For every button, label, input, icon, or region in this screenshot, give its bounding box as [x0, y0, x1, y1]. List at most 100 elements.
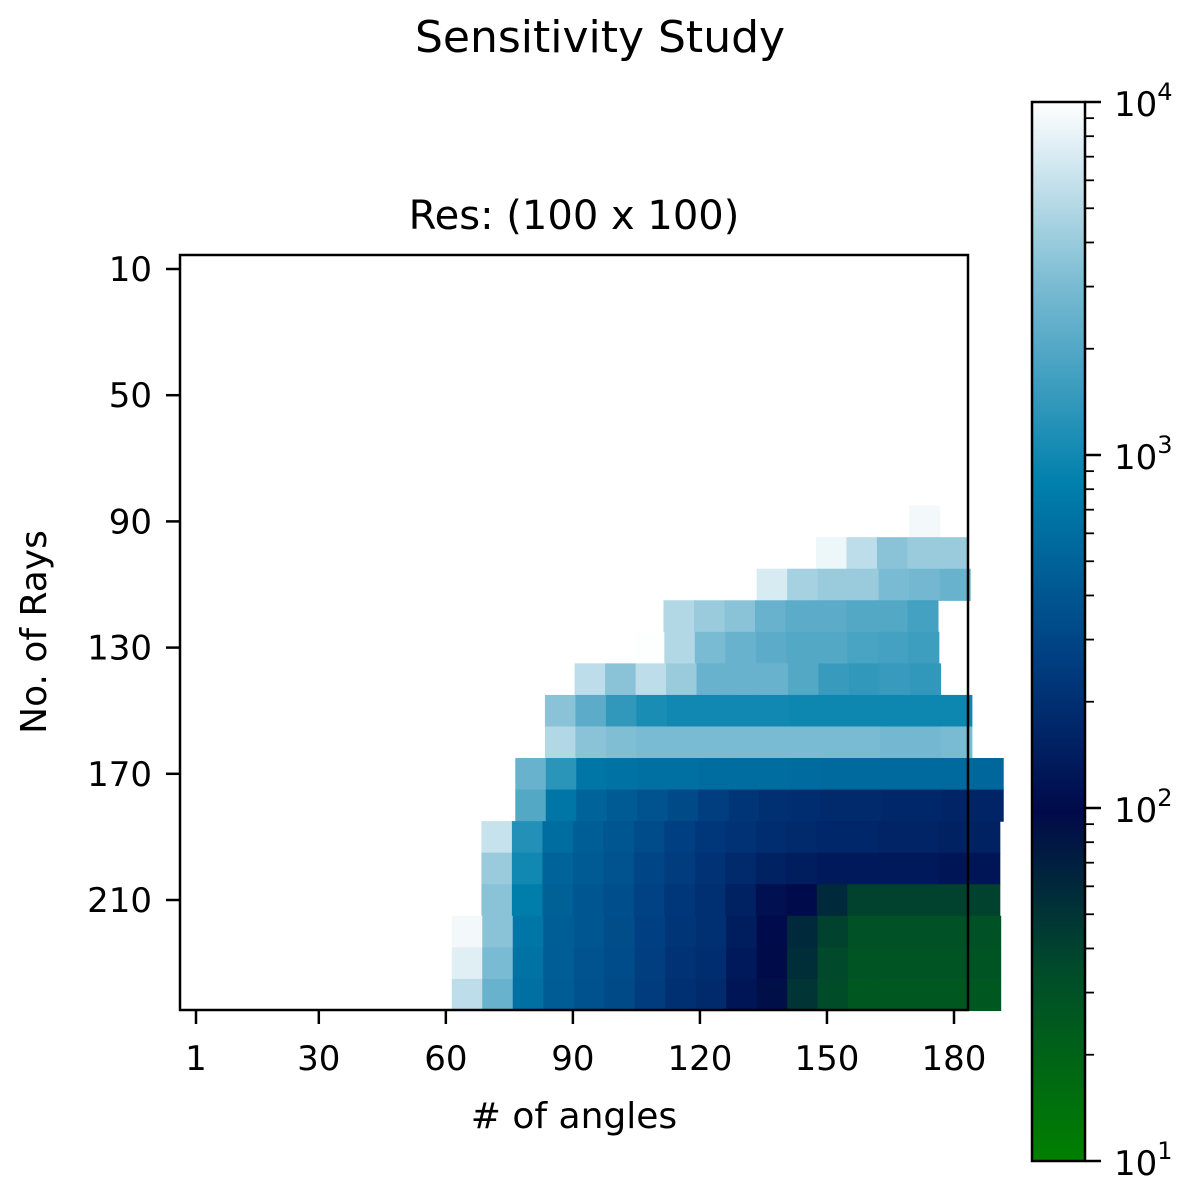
heatmap-cell [665, 978, 697, 1012]
heatmap-cell [878, 978, 910, 1012]
heatmap-cell [908, 821, 940, 854]
heatmap-cell [970, 915, 1002, 948]
heatmap-cell [605, 663, 637, 696]
heatmap-cell [542, 852, 574, 885]
heatmap-cell [695, 915, 727, 948]
heatmap-cell [787, 915, 819, 948]
heatmap-cell [848, 568, 880, 601]
heatmap-cell [970, 978, 1002, 1012]
heatmap-cell [482, 978, 514, 1012]
y-tick-label: 170 [87, 755, 152, 795]
heatmap-cell [759, 789, 791, 822]
heatmap-cell [697, 694, 729, 728]
heatmap-cell [847, 631, 879, 664]
heatmap-cell [847, 884, 879, 917]
heatmap-cell [663, 600, 695, 633]
heatmap-cell [848, 978, 880, 1012]
heatmap-cell [908, 631, 940, 664]
heatmap-cell [848, 915, 880, 948]
heatmap-cell [542, 821, 574, 854]
heatmap-cell [576, 758, 608, 791]
heatmap-cell [789, 758, 821, 791]
heatmap-cell [544, 694, 577, 728]
heatmap-cell [637, 789, 669, 822]
heatmap-cell [876, 600, 909, 633]
heatmap-cell [939, 568, 971, 601]
heatmap-cell [756, 978, 788, 1012]
heatmap-cell [755, 852, 787, 885]
heatmap-cell [849, 694, 881, 728]
heatmap-cell [972, 758, 1004, 791]
heatmap-cell [481, 852, 513, 885]
heatmap-cell [787, 568, 819, 601]
heatmap-cell [604, 947, 636, 980]
heatmap-cell [572, 884, 604, 917]
heatmap-cell [481, 821, 513, 854]
heatmap-cell [849, 726, 881, 759]
heatmap-cell [846, 537, 878, 570]
heatmap-cell [515, 789, 547, 822]
heatmap-cell [482, 947, 514, 980]
heatmap-cell [787, 978, 819, 1012]
heatmap-cell [908, 884, 940, 917]
heatmap-cell [969, 884, 1001, 917]
heatmap-cell [880, 726, 912, 759]
heatmap-cell [634, 978, 666, 1012]
heatmap-cell [939, 947, 971, 980]
colorbar-tick-label: 103 [1114, 431, 1173, 478]
heatmap-cell [665, 915, 697, 948]
y-tick-label: 50 [109, 376, 152, 416]
heatmap-cell [850, 758, 882, 791]
heatmap-cell [910, 694, 942, 728]
heatmap-cell [606, 789, 638, 822]
heatmap-cell [908, 852, 940, 885]
heatmap-cell [909, 978, 941, 1012]
heatmap-cell [878, 568, 910, 601]
heatmap-cell [575, 694, 607, 728]
heatmap-cell [785, 600, 817, 633]
heatmap-cell [820, 758, 852, 791]
heatmap-cell [543, 947, 575, 980]
heatmap-cell [846, 600, 878, 633]
heatmap-cell [481, 884, 513, 917]
heatmap-cell [664, 631, 696, 664]
heatmap-cell [758, 694, 790, 728]
heatmap-cell [878, 915, 910, 948]
heatmap-cell [603, 821, 635, 854]
heatmap-cell [725, 884, 757, 917]
heatmap-cell [817, 568, 849, 601]
heatmap-cell [909, 915, 941, 948]
heatmap-cell [575, 726, 607, 759]
heatmap-cell [817, 915, 849, 948]
heatmap-cell [545, 758, 577, 791]
heatmap-cell [666, 663, 698, 696]
y-tick-label: 10 [109, 250, 152, 290]
heatmap-cell [635, 663, 667, 696]
heatmap-cell [725, 852, 757, 885]
x-tick-label: 90 [551, 1039, 594, 1079]
heatmap-cell [877, 631, 909, 664]
heatmap-cell [848, 947, 880, 980]
heatmap-cell [881, 789, 913, 822]
y-tick-label: 90 [109, 502, 152, 542]
heatmap-cell [633, 821, 665, 854]
heatmap-cell [755, 884, 787, 917]
heatmap-cell [727, 726, 759, 759]
heatmap-cell [604, 915, 636, 948]
heatmap-cell [877, 821, 909, 854]
heatmap-cell [911, 758, 943, 791]
heatmap-cell [573, 978, 605, 1012]
heatmap-cell [694, 821, 726, 854]
heatmap-cell [786, 884, 818, 917]
heatmap-cell [667, 789, 699, 822]
heatmap-cell [695, 978, 727, 1012]
heatmap-cell [910, 726, 942, 759]
heatmap-cell [511, 884, 543, 917]
heatmap-cell [787, 947, 819, 980]
x-tick-label: 180 [922, 1039, 987, 1079]
heatmap-cell [511, 821, 543, 854]
heatmap-cell [878, 947, 910, 980]
heatmap-cell [724, 600, 756, 633]
heatmap-cell [693, 600, 726, 633]
heatmap-cell [451, 978, 483, 1012]
